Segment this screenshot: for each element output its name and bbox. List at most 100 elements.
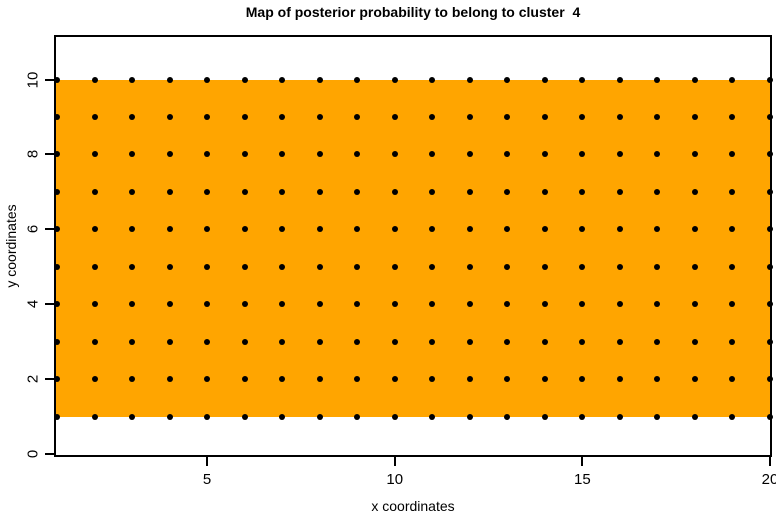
data-point — [129, 188, 136, 195]
data-point — [729, 263, 736, 270]
data-point — [241, 376, 248, 383]
data-point — [504, 76, 511, 83]
data-point — [316, 413, 323, 420]
y-axis-tick-label: 4 — [24, 300, 42, 309]
y-axis-tick — [45, 453, 54, 455]
y-axis-tick-label: 6 — [24, 225, 42, 234]
data-point — [616, 263, 623, 270]
data-point — [654, 226, 661, 233]
x-axis-tick-label: 5 — [202, 471, 212, 488]
data-point — [616, 301, 623, 308]
data-point — [729, 413, 736, 420]
data-point — [391, 301, 398, 308]
data-point — [129, 263, 136, 270]
data-point — [166, 76, 173, 83]
data-point — [579, 151, 586, 158]
data-point — [691, 338, 698, 345]
data-point — [654, 376, 661, 383]
data-point — [316, 376, 323, 383]
data-point — [729, 151, 736, 158]
data-point — [91, 188, 98, 195]
data-point — [316, 226, 323, 233]
data-point — [91, 301, 98, 308]
data-point — [504, 301, 511, 308]
data-point — [91, 151, 98, 158]
data-point — [91, 376, 98, 383]
y-axis-tick-label: 2 — [24, 374, 42, 384]
data-point — [691, 113, 698, 120]
data-point — [279, 226, 286, 233]
data-point — [241, 301, 248, 308]
y-axis-tick — [45, 228, 54, 231]
data-point — [429, 226, 436, 233]
data-point — [429, 376, 436, 383]
data-point — [767, 76, 773, 83]
data-point — [429, 338, 436, 345]
data-point — [316, 188, 323, 195]
data-point — [391, 113, 398, 120]
data-point — [579, 376, 586, 383]
data-point — [691, 413, 698, 420]
data-point — [91, 338, 98, 345]
data-point — [166, 151, 173, 158]
data-point — [204, 413, 211, 420]
data-point — [504, 263, 511, 270]
x-axis-tick — [581, 457, 584, 466]
data-point — [654, 76, 661, 83]
data-point — [316, 301, 323, 308]
data-point — [616, 226, 623, 233]
data-point — [391, 188, 398, 195]
data-point — [391, 226, 398, 233]
data-point — [729, 113, 736, 120]
data-point — [54, 76, 60, 83]
data-point — [729, 301, 736, 308]
data-point — [466, 151, 473, 158]
data-point — [354, 338, 361, 345]
data-point — [616, 413, 623, 420]
data-point — [729, 338, 736, 345]
y-axis-tick — [45, 78, 54, 81]
data-point — [466, 301, 473, 308]
data-point — [54, 376, 60, 383]
data-point — [767, 151, 773, 158]
y-axis-tick-label: 10 — [24, 71, 42, 88]
data-point — [54, 188, 60, 195]
data-point — [279, 301, 286, 308]
data-point — [429, 263, 436, 270]
data-point — [354, 188, 361, 195]
y-axis-tick — [45, 378, 54, 381]
data-point — [166, 263, 173, 270]
data-point — [654, 263, 661, 270]
data-point — [654, 413, 661, 420]
data-point — [616, 338, 623, 345]
data-point — [729, 226, 736, 233]
data-point — [579, 188, 586, 195]
data-point — [91, 113, 98, 120]
data-point — [466, 263, 473, 270]
data-point — [204, 301, 211, 308]
data-point — [204, 188, 211, 195]
data-point — [616, 76, 623, 83]
data-point — [354, 226, 361, 233]
data-point — [504, 226, 511, 233]
data-point — [316, 113, 323, 120]
data-point — [616, 151, 623, 158]
data-point — [654, 338, 661, 345]
data-point — [729, 188, 736, 195]
data-point — [691, 376, 698, 383]
data-point — [316, 263, 323, 270]
data-point — [616, 376, 623, 383]
data-point — [279, 263, 286, 270]
data-point — [691, 151, 698, 158]
data-point — [354, 263, 361, 270]
data-point — [54, 263, 60, 270]
data-point — [204, 226, 211, 233]
y-axis-label: y coordinates — [3, 204, 19, 288]
data-point — [654, 113, 661, 120]
data-point — [466, 338, 473, 345]
data-point — [767, 188, 773, 195]
data-point — [91, 226, 98, 233]
data-point — [767, 376, 773, 383]
data-point — [129, 151, 136, 158]
